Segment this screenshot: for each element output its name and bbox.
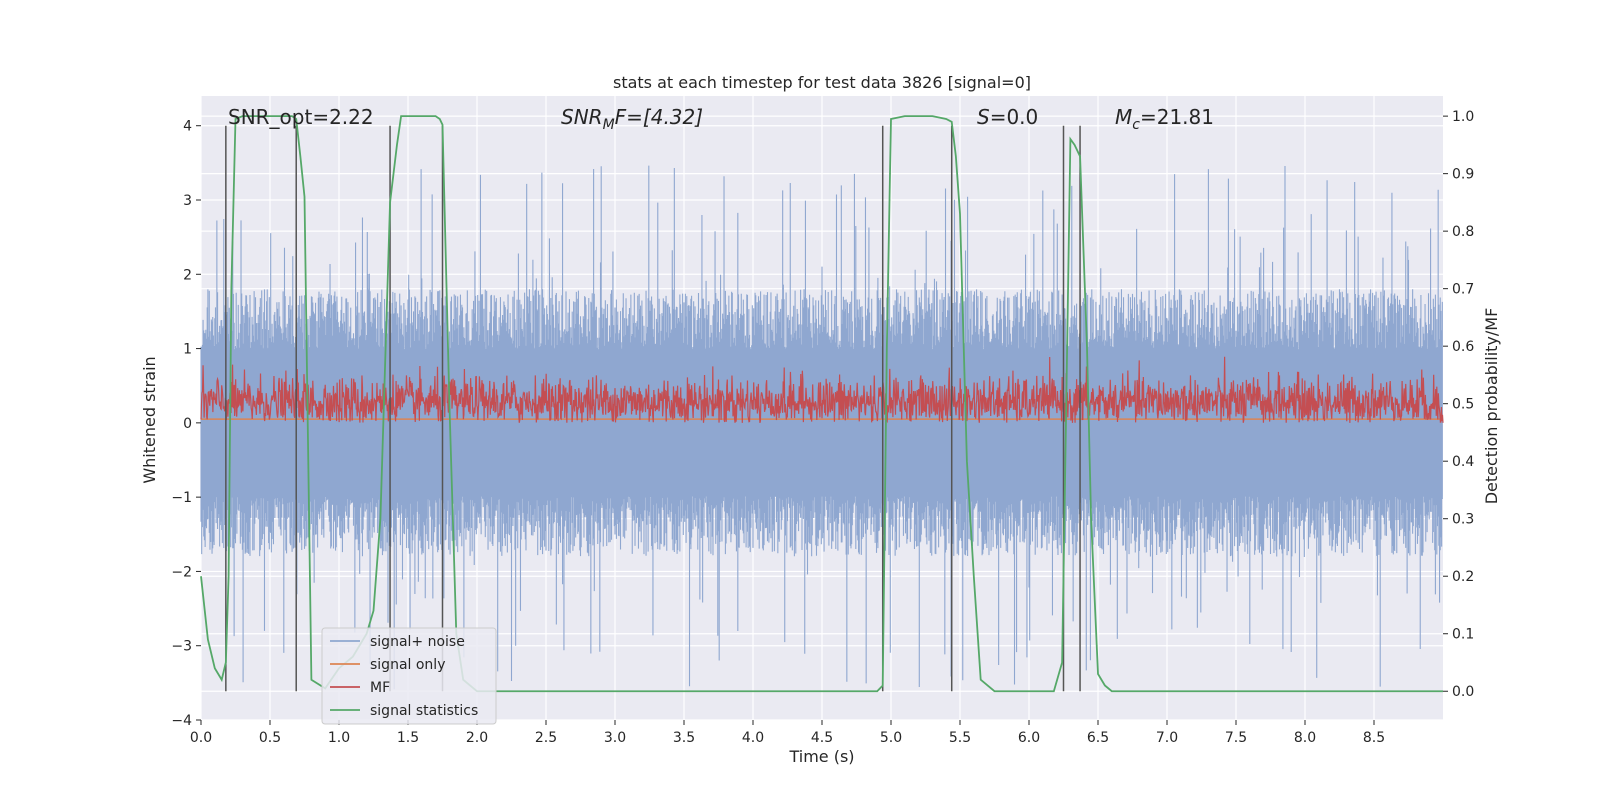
annotation-snr-mf: SNRMF=[4.32] [561, 105, 703, 133]
signal-statistics-line [200, 115, 1443, 693]
s-label: S [977, 105, 990, 129]
mc-sub: c [1132, 117, 1140, 133]
x-tick-label: 8.5 [1363, 730, 1385, 746]
y-tick-label-left: 0 [183, 416, 192, 432]
series-signal-statistics [200, 115, 1443, 693]
y-tick-label-right: 0.7 [1452, 282, 1474, 298]
y-tick-label-left: −1 [171, 490, 192, 506]
series-mf [200, 356, 1444, 424]
y-axis-label-left: Whitened strain [140, 356, 159, 483]
snr-mf-base: SNR [561, 105, 603, 129]
x-tick-label: 1.5 [397, 730, 419, 746]
snr-mf-sub: M [603, 117, 615, 133]
x-tick-label: 8.0 [1294, 730, 1316, 746]
y-tick-label-left: 2 [183, 267, 192, 283]
annotation-mc: Mc=21.81 [1115, 105, 1214, 133]
x-tick-label: 0.0 [190, 730, 212, 746]
legend-label-signal-plus-noise: signal+ noise [370, 634, 465, 650]
x-tick-label: 1.0 [328, 730, 350, 746]
x-tick-label: 4.5 [811, 730, 833, 746]
y-tick-label-left: −2 [171, 564, 192, 580]
y-tick-label-right: 0.4 [1452, 454, 1474, 470]
y-tick-label-right: 0.0 [1452, 684, 1474, 700]
mc-value: =21.81 [1140, 105, 1214, 129]
axis-ticks: 0.0 0.5 1.0 1.5 2.0 2.5 3.0 3.5 4.0 4.5 5.0 5.5 6.0 6… [171, 109, 1474, 746]
s-value: =0.0 [990, 105, 1039, 129]
y-axis-label-right: Detection probability/MF [1482, 308, 1501, 505]
vertical-markers [225, 125, 1081, 692]
legend-label-mf: MF [370, 680, 390, 696]
x-tick-label: 6.0 [1018, 730, 1040, 746]
x-tick-label: 3.0 [604, 730, 626, 746]
y-tick-label-right: 1.0 [1452, 109, 1474, 125]
legend-box [321, 627, 497, 725]
legend: signal+ noise signal only MF signal stat… [321, 627, 497, 725]
y-tick-label-right: 0.6 [1452, 339, 1474, 355]
legend-label-signal-only: signal only [370, 657, 445, 673]
x-tick-label: 2.5 [535, 730, 557, 746]
x-tick-label: 3.5 [673, 730, 695, 746]
y-tick-label-left: 4 [183, 119, 192, 135]
mf-trace [200, 356, 1444, 424]
x-tick-label: 2.0 [466, 730, 488, 746]
legend-label-signal-statistics: signal statistics [370, 703, 478, 719]
x-tick-label: 7.5 [1225, 730, 1247, 746]
y-tick-label-left: −3 [171, 639, 192, 655]
x-tick-label: 4.0 [742, 730, 764, 746]
y-tick-label-right: 0.8 [1452, 224, 1474, 240]
y-tick-label-left: 3 [183, 193, 192, 209]
x-tick-label: 7.0 [1156, 730, 1178, 746]
y-tick-label-right: 0.9 [1452, 167, 1474, 183]
y-tick-label-left: 1 [183, 342, 192, 358]
y-tick-label-right: 0.3 [1452, 512, 1474, 528]
y-tick-label-left: −4 [171, 713, 192, 729]
x-tick-label: 5.5 [949, 730, 971, 746]
y-tick-label-right: 0.2 [1452, 569, 1474, 585]
x-tick-label: 6.5 [1087, 730, 1109, 746]
x-tick-label: 5.0 [880, 730, 902, 746]
mc-label: M [1115, 105, 1132, 129]
y-tick-label-right: 0.5 [1452, 397, 1474, 413]
annotation-snr-opt: SNR_opt=2.22 [228, 105, 374, 129]
y-tick-label-right: 0.1 [1452, 627, 1474, 643]
x-tick-label: 0.5 [259, 730, 281, 746]
chart-title: stats at each timestep for test data 382… [613, 73, 1031, 92]
snr-mf-tail: F=[4.32] [615, 105, 703, 129]
annotation-s: S=0.0 [977, 105, 1038, 129]
x-axis-label: Time (s) [788, 747, 854, 766]
